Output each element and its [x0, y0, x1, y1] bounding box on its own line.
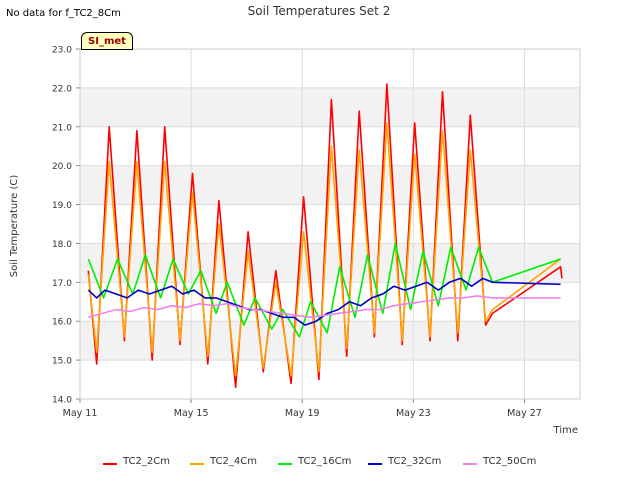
series-layer [87, 83, 563, 389]
y-tick-label: 14.0 [52, 396, 72, 406]
y-tick-label: 16.0 [52, 318, 72, 328]
no-data-notice: No data for f_TC2_8Cm [6, 8, 121, 19]
plot-background [80, 49, 580, 399]
plot-frame [79, 48, 581, 400]
legend-label: TC2_2Cm [122, 456, 170, 467]
x-tick-label: May 15 [174, 408, 209, 419]
series-line-TC2_50Cm [88, 295, 561, 319]
legend-label: TC2_16Cm [297, 456, 351, 467]
legend-label: TC2_32Cm [387, 456, 441, 467]
y-tick-label: 19.0 [52, 201, 72, 211]
series-line-TC2_32Cm [87, 277, 561, 326]
x-axis-label: Time [553, 425, 578, 436]
series-line-TC2_16Cm [87, 242, 561, 338]
axes: 14.0 15.0 16.0 17.0 18.0 19.0 20.0 21.0 22.0 23.0… [52, 46, 581, 419]
y-tick-label: 22.0 [52, 84, 72, 94]
series-line-TC2_4Cm [87, 122, 562, 377]
background-band [80, 243, 580, 283]
legend: TC2_2Cm TC2_4Cm TC2_16Cm TC2_32Cm TC2_50Cm [103, 456, 536, 467]
y-tick-label: 23.0 [52, 46, 72, 56]
x-tick-label: May 27 [507, 408, 542, 419]
x-tick-label: May 11 [63, 408, 98, 419]
y-tick-label: 18.0 [52, 240, 72, 250]
x-tick-label: May 23 [396, 408, 431, 419]
y-tick-label: 17.0 [52, 279, 72, 289]
site-badge: SI_met [81, 32, 133, 50]
y-tick-label: 20.0 [52, 162, 72, 172]
legend-label: TC2_50Cm [482, 456, 536, 467]
y-axis-label: Soil Temperature (C) [9, 175, 20, 278]
chart-title: Soil Temperatures Set 2 [248, 4, 391, 18]
y-tick-label: 15.0 [52, 357, 72, 367]
y-tick-label: 21.0 [52, 123, 72, 133]
legend-label: TC2_4Cm [209, 456, 257, 467]
background-band [80, 321, 580, 361]
x-tick-label: May 19 [285, 408, 320, 419]
